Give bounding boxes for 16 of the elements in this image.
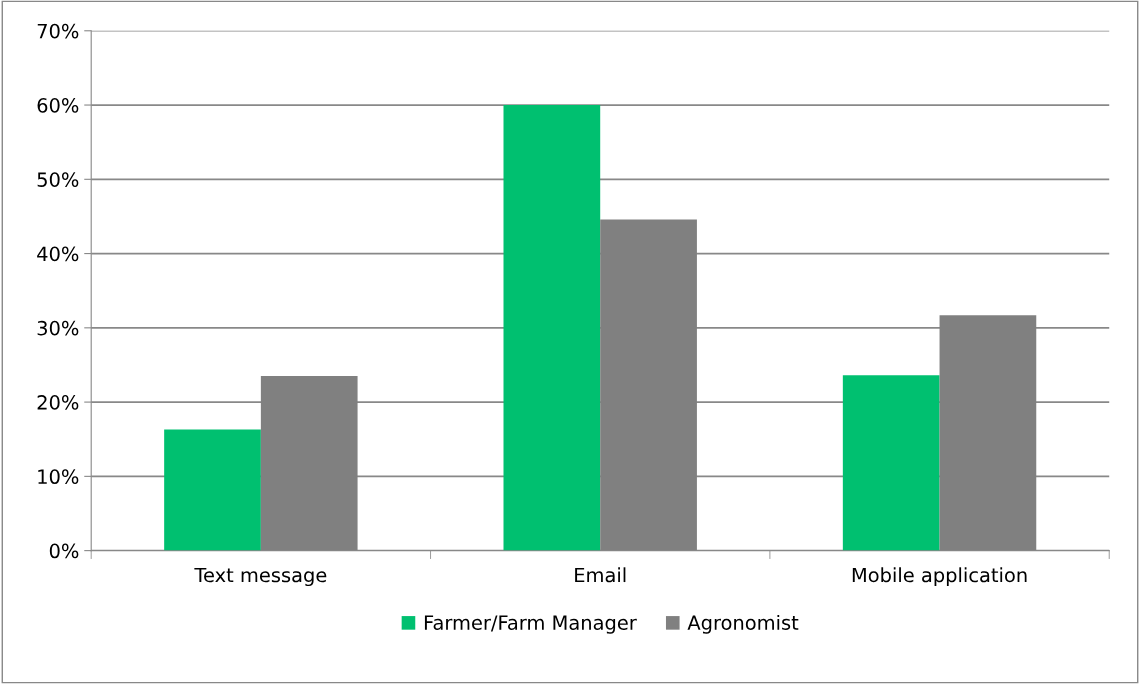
y-tick-label: 20% [37,395,79,410]
y-tick-label: 50% [37,172,79,187]
bar [503,105,601,551]
y-tick-label: 10% [38,469,79,485]
bar [842,375,940,551]
y-tick-label: 60% [37,98,79,113]
legend-label: Agronomist [687,614,799,634]
y-tick-label: 70% [37,23,79,39]
legend-label: Farmer/Farm Manager [424,615,637,634]
y-tick-label: 30% [37,320,79,336]
y-tick-label: 40% [37,246,79,262]
bar [164,429,261,551]
y-tick-label: 0% [49,543,79,559]
x-tick-label: Email [575,567,626,583]
x-tick-label: Mobile application [852,567,1027,587]
x-tick-label: Text message [194,567,327,587]
